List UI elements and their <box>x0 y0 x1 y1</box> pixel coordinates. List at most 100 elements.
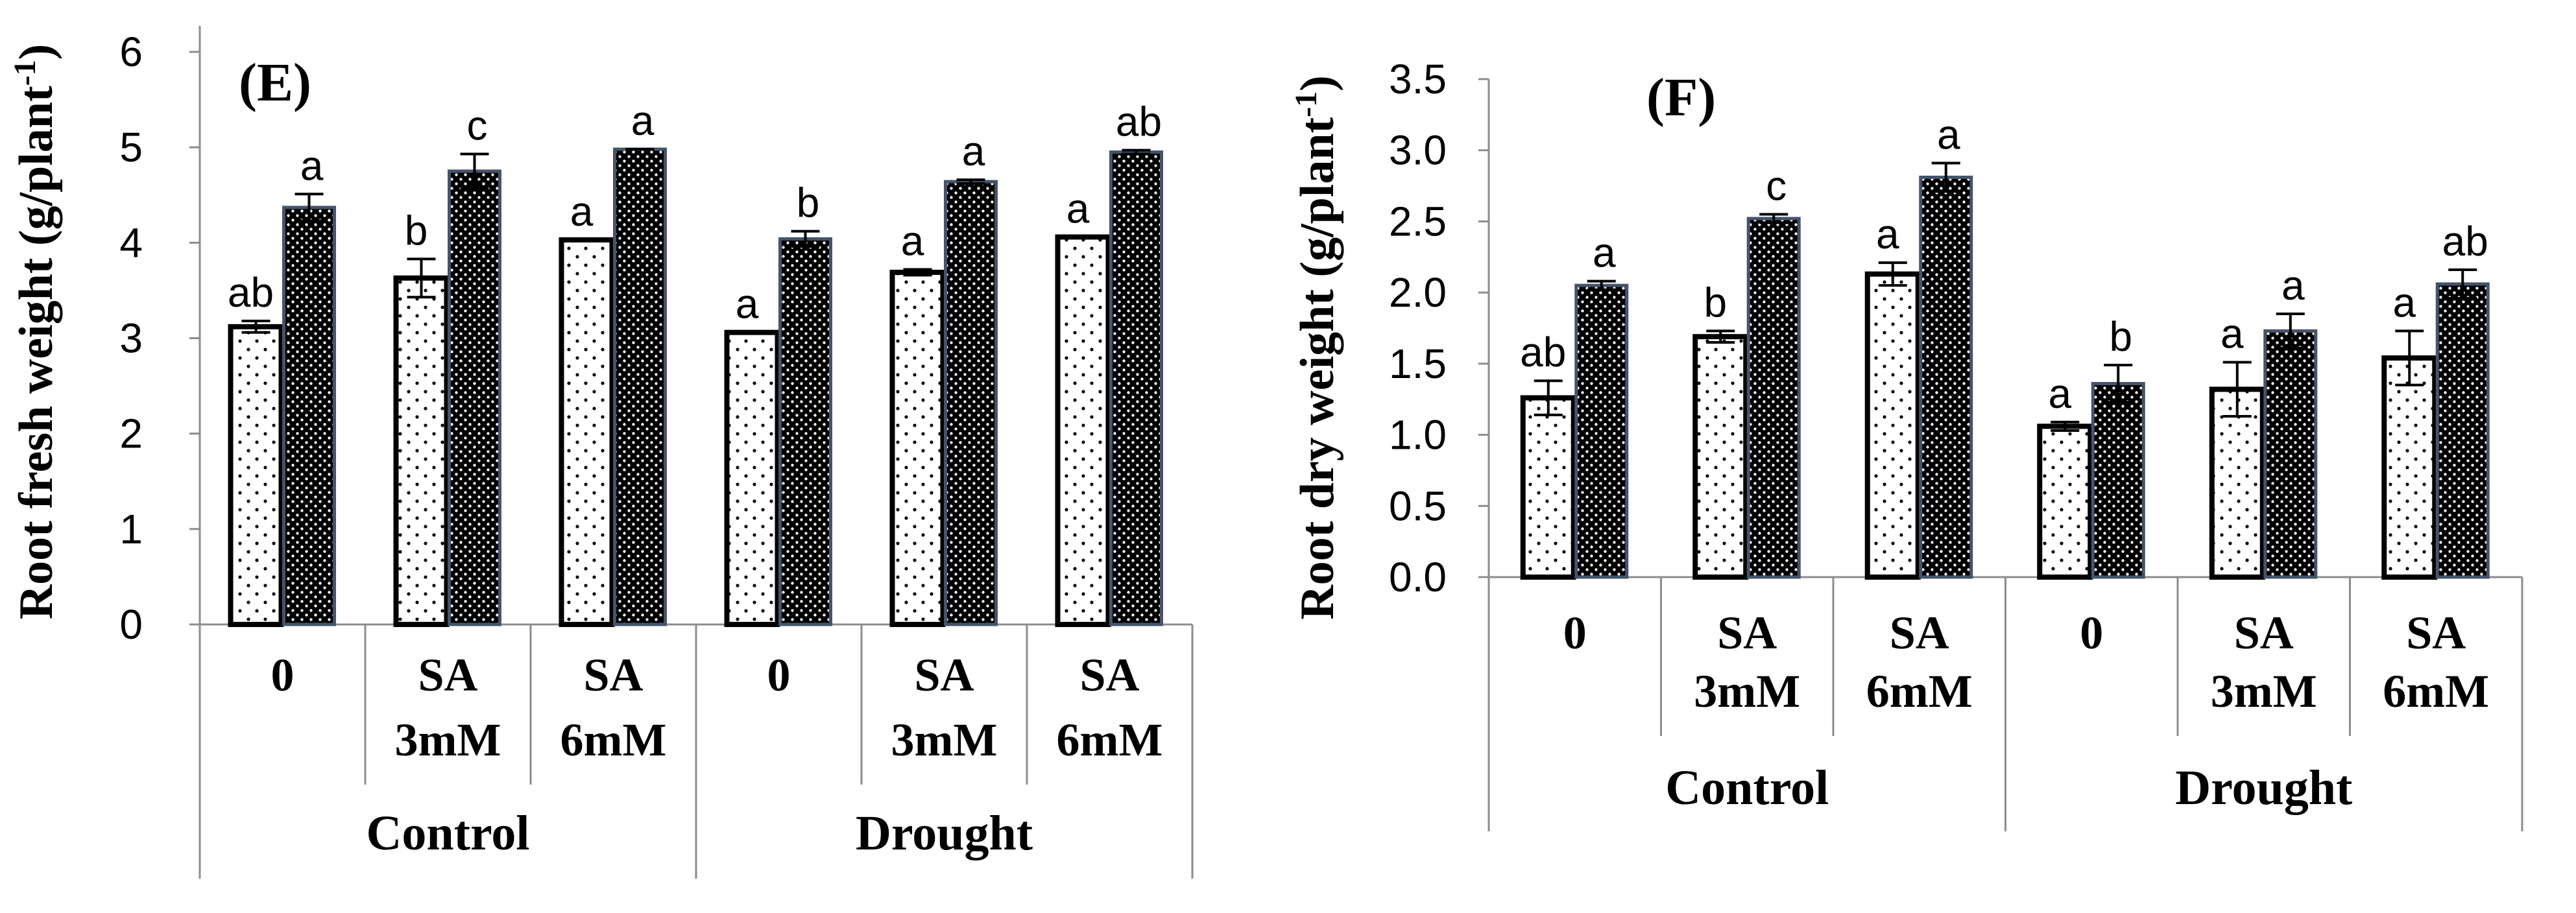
significance-label: ab <box>1520 329 1566 375</box>
significance-label: a <box>2281 262 2305 309</box>
x-tick-label: 6mM <box>1866 665 1973 717</box>
bar-light <box>2037 423 2093 580</box>
y-tick-label: 1 <box>119 506 143 552</box>
y-tick-label: 2 <box>119 410 143 457</box>
y-axis-label: Root dry weight (g/plant-1) <box>1289 75 1344 620</box>
y-tick-label: 0.0 <box>1389 554 1447 600</box>
y-axis-label-sup: -1 <box>1289 91 1323 117</box>
x-tick-label: SA <box>1079 649 1139 701</box>
y-tick-label: 0.5 <box>1389 482 1447 529</box>
significance-label: a <box>570 188 594 235</box>
x-tick-label: SA <box>583 649 643 701</box>
y-axis-label-text: Root fresh weight (g/plant <box>10 86 63 619</box>
y-tick-label: 1.0 <box>1389 412 1447 458</box>
x-tick-label: SA <box>914 649 974 701</box>
chart-panel-0: (E) Root fresh weight (g/plant-1) 0 1 2 3 4 5 6 0… <box>8 26 1194 879</box>
panel-title: (E) <box>239 53 311 113</box>
bar-dark <box>944 180 998 626</box>
bar-dark <box>2263 329 2318 579</box>
x-tick-label: 0 <box>767 649 791 701</box>
bar-dark <box>1746 217 1801 579</box>
y-tick-label: 5 <box>119 124 143 171</box>
bar-light <box>393 275 450 628</box>
significance-label: a <box>1593 230 1616 276</box>
significance-label: b <box>1703 279 1727 326</box>
bar-light <box>724 329 780 627</box>
bar-dark <box>1574 283 1629 579</box>
bar-dark <box>448 169 501 626</box>
x-tick-label: SA <box>1717 607 1777 659</box>
bar-dark <box>2091 382 2145 579</box>
y-tick-label: 4 <box>119 219 143 266</box>
x-tick-label: 0 <box>2080 607 2103 659</box>
significance-label: c <box>1766 162 1787 209</box>
bar-dark <box>2435 282 2490 579</box>
panel-title: (F) <box>1646 67 1716 128</box>
significance-label: a <box>736 281 759 327</box>
bar-light <box>1520 395 1576 580</box>
y-tick-label: 0 <box>119 601 143 648</box>
y-tick-label: 3.0 <box>1389 127 1447 174</box>
x-tick-label: 6mM <box>560 714 667 766</box>
significance-label: a <box>901 218 924 265</box>
bar-light <box>889 269 946 627</box>
significance-label: ab <box>228 269 274 316</box>
y-axis-label-sup: -1 <box>8 60 42 86</box>
x-tick-label: SA <box>1890 607 1949 659</box>
significance-label: a <box>2392 279 2416 326</box>
x-tick-label: 3mM <box>2211 665 2317 717</box>
significance-label: b <box>405 207 428 254</box>
x-tick-label: SA <box>2406 607 2466 659</box>
significance-label: a <box>2221 311 2244 357</box>
y-tick-label: 3 <box>119 315 143 362</box>
bar-light <box>2209 386 2265 580</box>
x-tick-label: 6mM <box>1057 714 1163 766</box>
group-label: Drought <box>856 806 1033 860</box>
y-tick-label: 2.0 <box>1389 269 1447 316</box>
significance-label: b <box>2109 313 2132 360</box>
significance-label: c <box>467 102 488 148</box>
group-label: Drought <box>2175 761 2352 815</box>
significance-label: a <box>1876 211 1899 257</box>
bar-light <box>2381 355 2438 580</box>
y-axis-label-close: ) <box>10 44 63 60</box>
bar-dark <box>778 237 832 626</box>
y-axis-label-text: Root dry weight (g/plant <box>1291 117 1344 619</box>
x-tick-label: SA <box>418 649 477 701</box>
bar-light <box>1692 334 1749 580</box>
group-label: Control <box>367 806 530 860</box>
bar-light <box>228 324 284 627</box>
group-label: Control <box>1665 761 1829 815</box>
bar-dark <box>282 206 336 626</box>
x-tick-label: SA <box>2234 607 2294 659</box>
significance-label: ab <box>2442 218 2488 265</box>
y-tick-label: 6 <box>119 29 143 75</box>
bar-light <box>1055 234 1111 627</box>
significance-label: ab <box>1116 99 1162 145</box>
significance-label: a <box>300 142 324 189</box>
x-tick-label: 6mM <box>2383 665 2489 717</box>
significance-label: a <box>631 97 655 144</box>
y-tick-label: 1.5 <box>1389 340 1447 387</box>
bar-light <box>1864 271 1921 580</box>
significance-label: a <box>1066 185 1090 232</box>
x-tick-label: 0 <box>1563 607 1587 659</box>
x-tick-label: 3mM <box>891 714 998 766</box>
bar-light <box>559 237 615 627</box>
x-tick-label: 0 <box>271 649 295 701</box>
significance-label: a <box>2048 370 2071 417</box>
y-tick-label: 3.5 <box>1389 56 1447 102</box>
x-tick-label: 3mM <box>395 714 501 766</box>
y-tick-label: 2.5 <box>1389 198 1447 244</box>
significance-label: b <box>797 180 820 226</box>
bar-dark <box>1109 150 1163 626</box>
y-axis-label-close: ) <box>1291 75 1344 91</box>
x-tick-label: 3mM <box>1694 665 1800 717</box>
y-axis-label: Root fresh weight (g/plant-1) <box>8 44 63 620</box>
significance-label: a <box>962 128 985 174</box>
chart-panel-1: (F) Root dry weight (g/plant-1) 0.0 0.5 1.0 1… <box>1289 56 2523 831</box>
bar-dark <box>1919 175 1973 579</box>
bar-dark <box>613 147 667 626</box>
